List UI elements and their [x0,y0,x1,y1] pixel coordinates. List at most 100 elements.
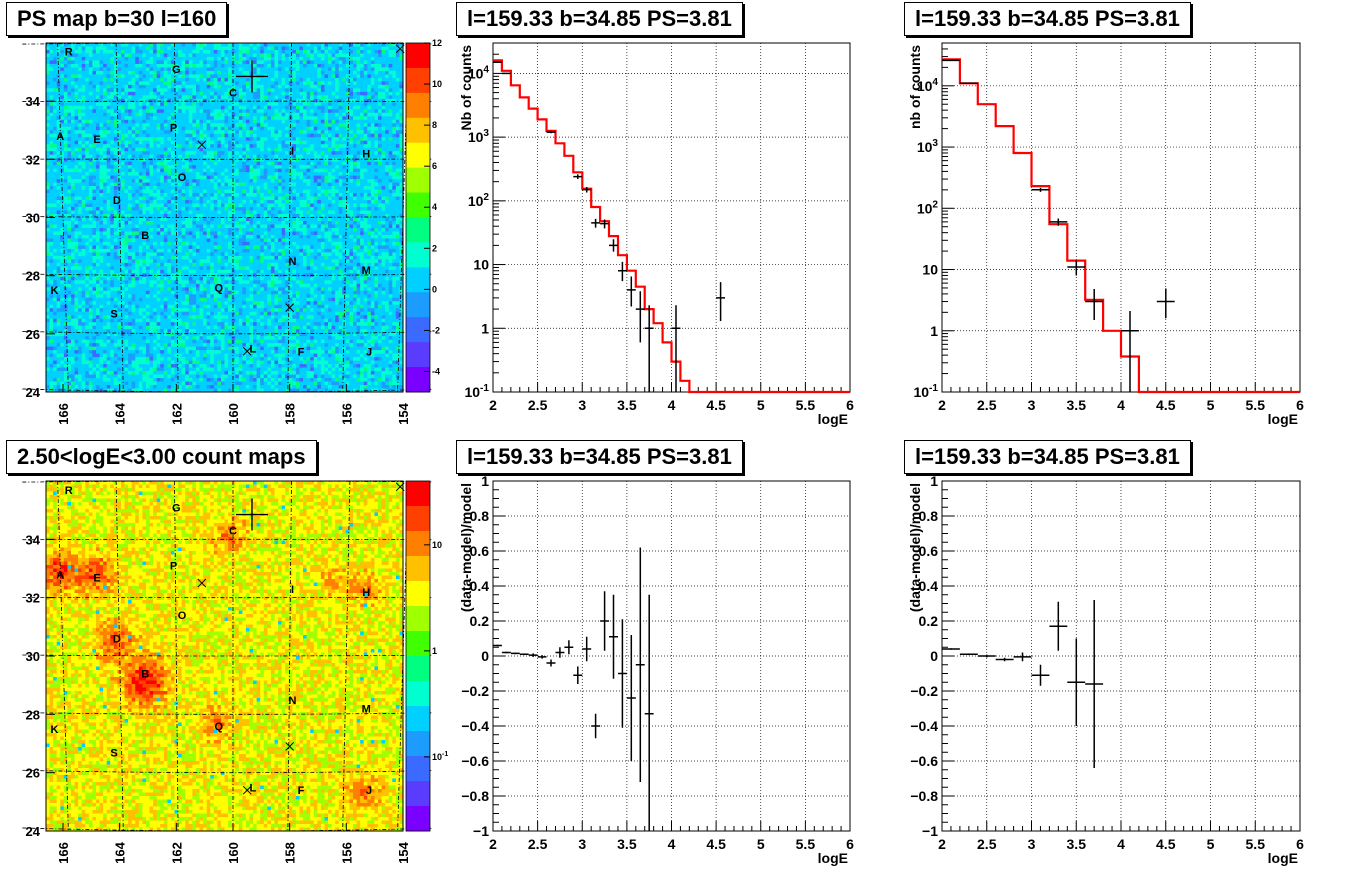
map-cell [74,154,79,159]
map-cell [135,53,140,58]
map-cell [85,88,90,93]
map-cell [106,144,111,149]
map-cell [53,126,58,131]
map-cell [124,196,129,201]
map-cell [217,133,222,138]
map-cell [249,43,254,47]
map-cell [206,123,211,128]
map-cell [53,84,58,89]
map-cell [378,109,382,114]
map-cell [328,182,332,187]
map-cell [60,88,65,93]
map-cell [378,210,382,215]
map-cell [263,214,268,218]
map-cell [349,56,354,61]
map-cell [53,116,58,121]
map-cell [185,147,190,152]
map-cell [274,77,279,82]
map-cell [310,207,315,211]
map-cell [231,158,236,163]
map-cell [399,53,404,58]
map-cell [374,49,379,54]
map-cell [324,130,329,135]
map-cell [120,67,125,72]
map-cell [317,105,322,110]
map-cell [124,49,129,54]
map-cell [356,193,361,197]
map-cell [303,105,307,110]
map-cell [220,70,225,75]
map-cell [303,70,307,75]
map-cell [195,203,200,208]
map-cell [295,43,300,47]
map-cell [120,112,125,117]
map-cell [49,133,54,138]
map-cell [367,88,372,93]
map-cell [203,144,207,149]
map-cell [238,193,243,197]
map-cell [220,74,225,79]
map-cell [81,70,86,75]
map-cell [338,126,343,131]
map-cell [238,137,243,142]
map-cell [53,119,58,124]
map-cell [353,102,357,107]
map-cell [260,182,265,187]
map-cell [135,144,140,149]
map-cell [345,189,350,194]
map-cell [131,196,136,201]
map-cell [260,144,265,149]
map-cell [60,56,65,61]
map-cell [181,84,186,89]
map-cell [74,168,79,173]
map-cell [53,95,58,100]
map-cell [299,165,304,169]
map-cell [235,116,240,121]
map-cell [395,116,400,121]
map-cell [153,144,158,149]
map-cell [181,126,186,131]
map-cell [192,193,197,197]
map-cell [356,179,361,183]
map-cell [249,140,254,145]
map-cell [392,200,397,204]
map-cell [142,67,147,72]
map-cell [331,119,336,124]
map-cell [242,63,247,68]
map-cell [195,67,200,72]
map-cell [320,130,325,135]
map-cell [353,91,357,96]
map-cell [46,130,50,135]
map-cell [74,147,79,152]
map-cell [63,112,68,117]
map-cell [67,168,72,173]
map-cell [195,77,200,82]
map-cell [324,172,329,176]
map-cell [335,130,340,135]
map-cell [167,105,172,110]
map-cell [335,70,340,75]
map-cell [224,133,229,138]
map-cell [388,74,393,79]
map-cell [281,126,286,131]
map-cell [370,130,375,135]
map-cell [253,43,257,47]
map-cell [295,91,300,96]
map-cell [342,116,347,121]
map-cell [360,119,365,124]
map-cell [46,165,50,169]
map-cell [213,95,218,100]
map-cell [367,151,372,156]
map-cell [328,175,332,180]
map-cell [331,88,336,93]
map-cell [356,109,361,114]
map-cell [349,196,354,201]
map-cell [135,109,140,114]
map-cell [99,196,104,201]
map-cell [274,179,279,183]
map-cell [256,140,261,145]
map-cell [88,77,93,82]
map-cell [299,186,304,190]
map-cell [145,88,150,93]
map-cell [81,161,86,166]
